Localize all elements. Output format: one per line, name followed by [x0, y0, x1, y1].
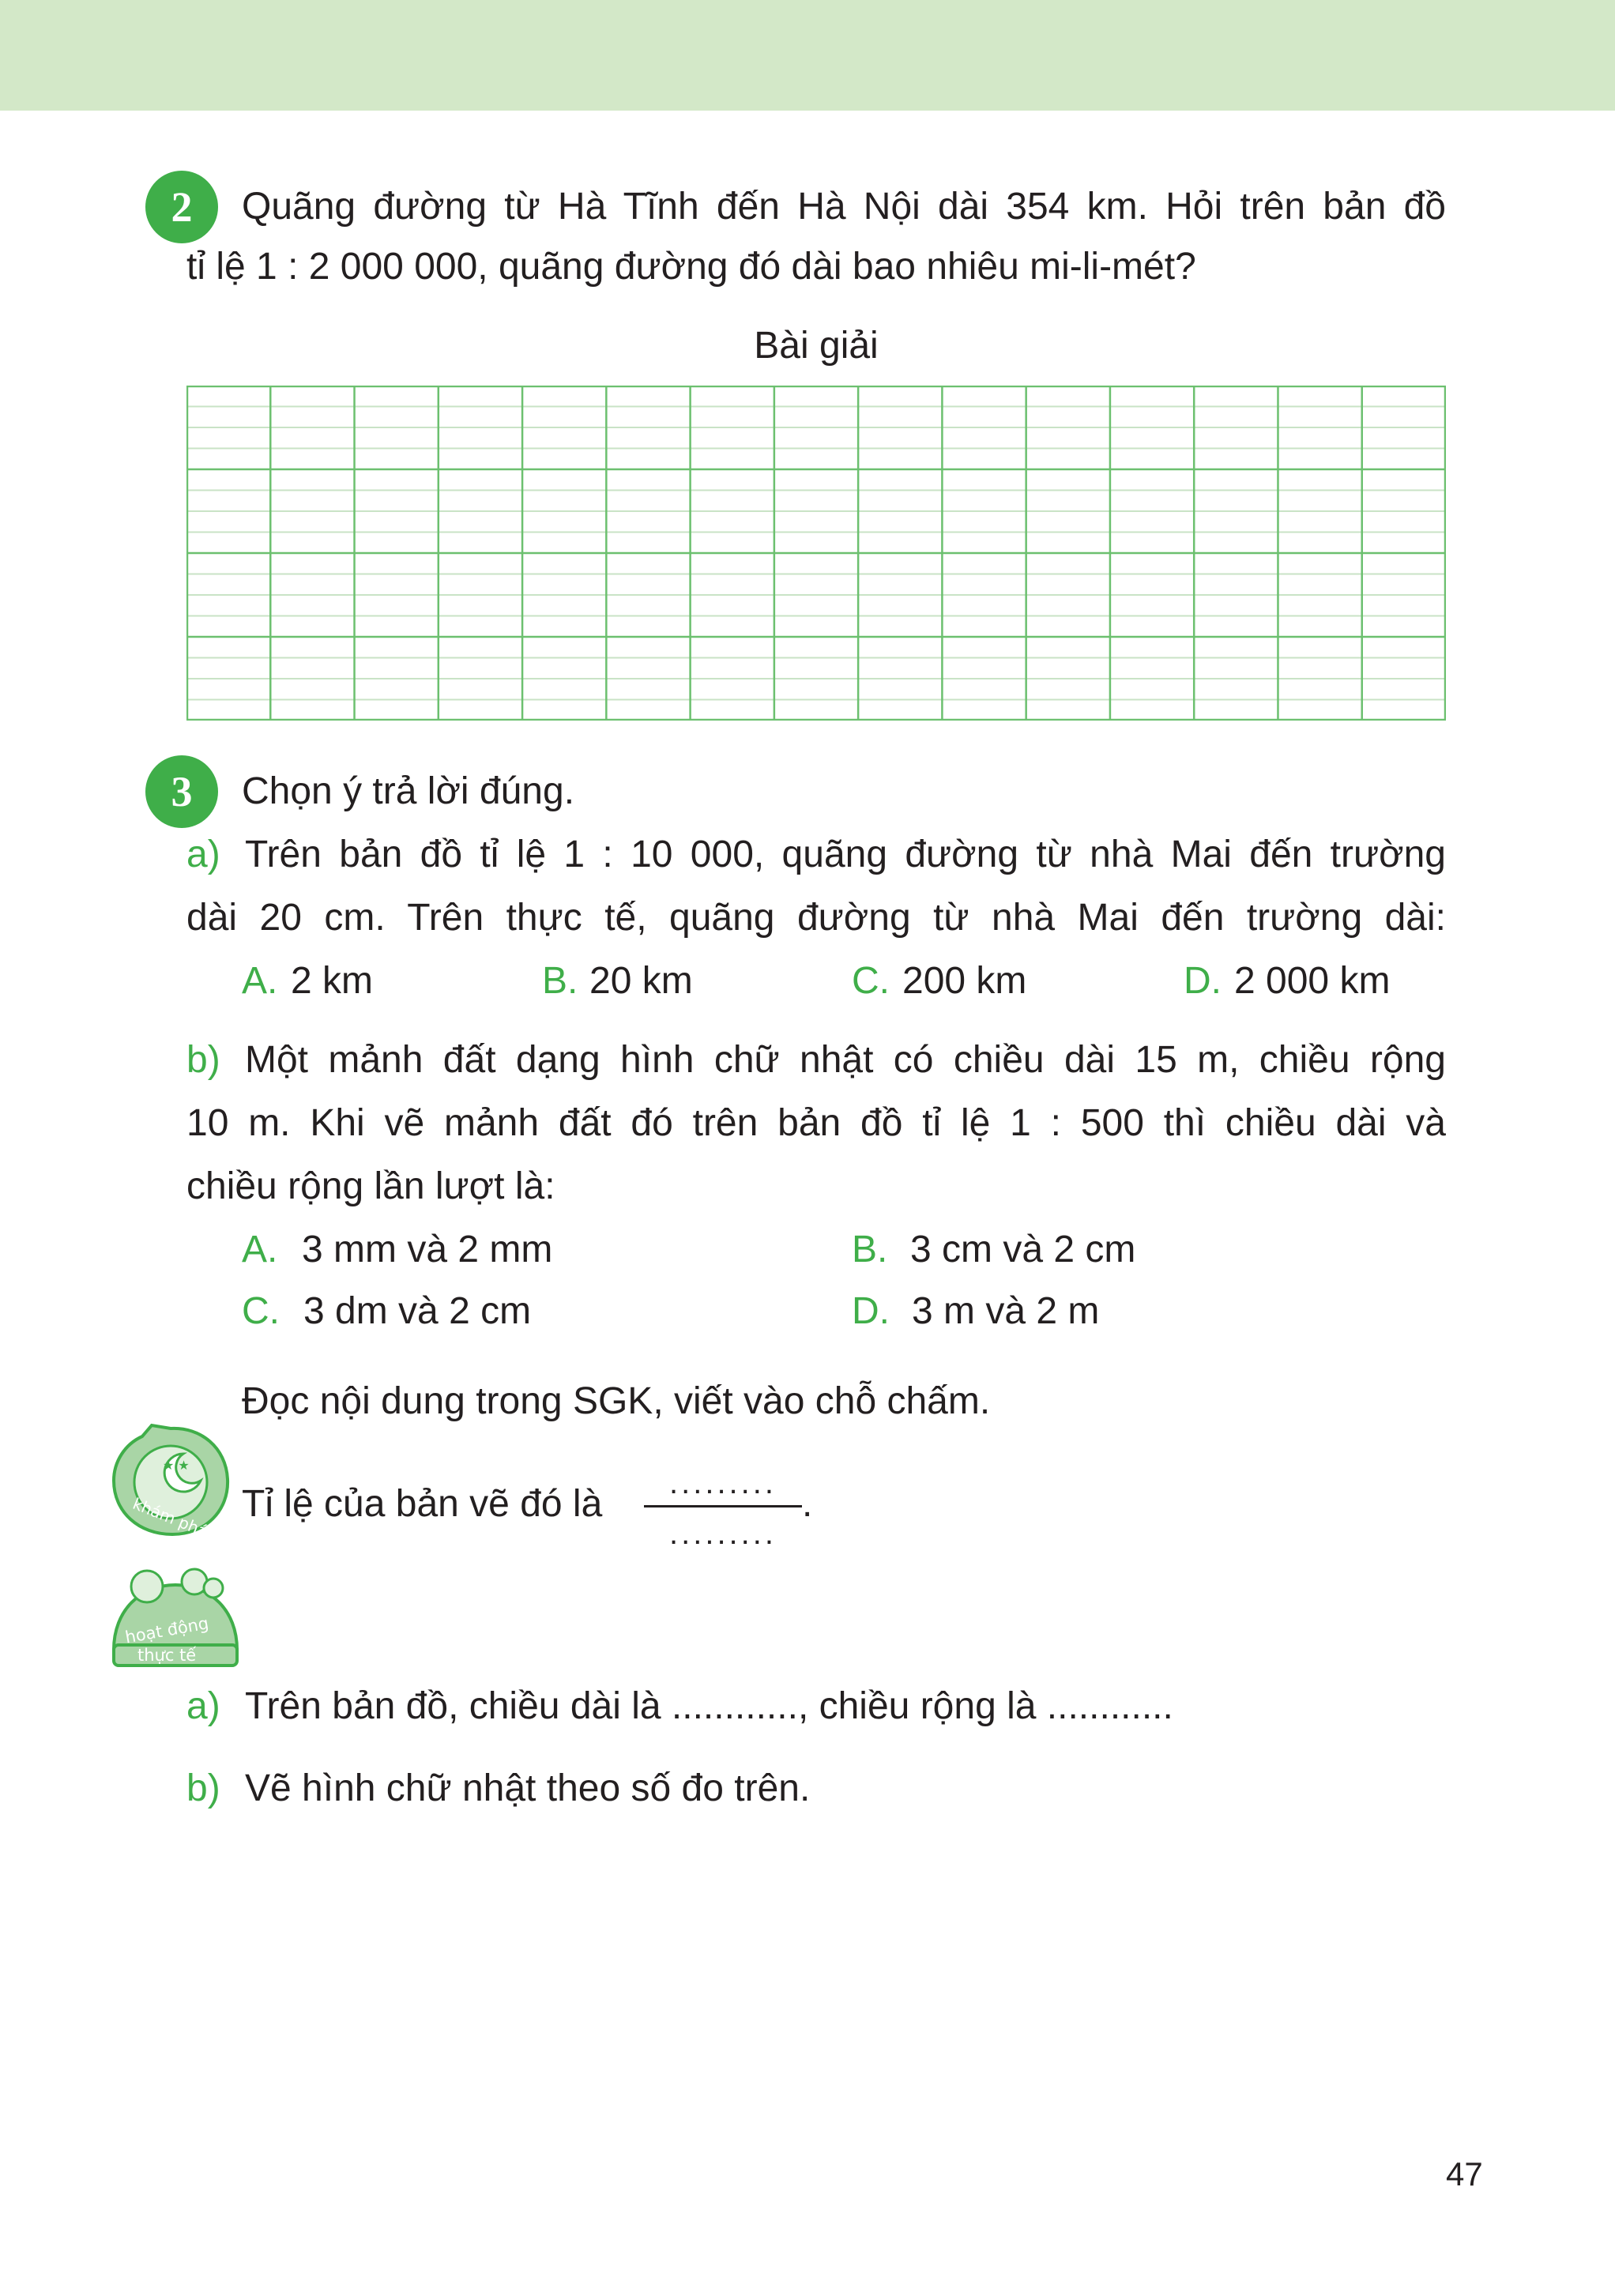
- practice-a-letter: a): [186, 1685, 220, 1727]
- option-text: 3 m và 2 m: [912, 1290, 1100, 1332]
- part-a-letter: a): [186, 834, 220, 875]
- option-text: 20 km: [589, 960, 693, 1002]
- practice-a-text[interactable]: Trên bản đồ, chiều dài là ............, …: [245, 1685, 1173, 1727]
- ratio-fraction[interactable]: ......... .........: [644, 1466, 802, 1553]
- ratio-period: .: [802, 1483, 813, 1525]
- option-text: 200 km: [902, 960, 1027, 1002]
- hoat-dong-thuc-te-icon: hoạt động thực tế: [111, 1568, 239, 1667]
- exercise-2-line-2: tỉ lệ 1 : 2 000 000, quãng đường đó dài …: [186, 246, 1196, 288]
- option-text: 3 mm và 2 mm: [302, 1229, 553, 1270]
- thuc-te-label: thực tế: [137, 1646, 196, 1665]
- fraction-bar: [644, 1505, 802, 1507]
- part-b-letter: b): [186, 1039, 220, 1081]
- solution-heading: Bài giải: [754, 325, 879, 367]
- part-b-line-2: 10 m. Khi vẽ mảnh đất đó trên bản đồ tỉ …: [186, 1102, 1446, 1144]
- part-a-line-1: Trên bản đồ tỉ lệ 1 : 10 000, quãng đườn…: [245, 834, 1446, 875]
- exercise-2-badge: 2: [145, 171, 218, 243]
- header-band: [0, 0, 1615, 111]
- option-text: 3 dm và 2 cm: [303, 1290, 532, 1332]
- practice-b-text: Vẽ hình chữ nhật theo số đo trên.: [245, 1767, 811, 1809]
- page-number: 47: [1446, 2155, 1483, 2192]
- ratio-denominator-blank[interactable]: .........: [668, 1516, 777, 1551]
- option-letter: B.: [542, 960, 578, 1002]
- part-b-line-3: chiều rộng lần lượt là:: [186, 1165, 555, 1207]
- option-letter: A.: [242, 1229, 278, 1270]
- kham-pha-instruction: Đọc nội dung trong SGK, viết vào chỗ chấ…: [242, 1380, 991, 1422]
- option-letter: D.: [1184, 960, 1222, 1002]
- exercise-3-prompt: Chọn ý trả lời đúng.: [242, 770, 575, 812]
- option-letter: C.: [852, 960, 890, 1002]
- kham-pha-icon: ★ ★ khám phá: [111, 1423, 230, 1541]
- option-letter: D.: [852, 1290, 890, 1332]
- option-text: 2 km: [291, 960, 374, 1002]
- option-text: 2 000 km: [1234, 960, 1391, 1002]
- option-letter: C.: [242, 1290, 280, 1332]
- part-b-line-1: Một mảnh đất dạng hình chữ nhật có chiều…: [245, 1039, 1446, 1081]
- ratio-sentence: Tỉ lệ của bản vẽ đó là: [242, 1483, 603, 1525]
- option-text: 3 cm và 2 cm: [910, 1229, 1136, 1270]
- ratio-numerator-blank[interactable]: .........: [668, 1466, 777, 1500]
- svg-text:★ ★: ★ ★: [163, 1458, 190, 1473]
- option-letter: A.: [242, 960, 278, 1002]
- exercise-2-line-1: Quãng đường từ Hà Tĩnh đến Hà Nội dài 35…: [242, 186, 1446, 228]
- practice-b-letter: b): [186, 1767, 220, 1809]
- option-letter: B.: [852, 1229, 888, 1270]
- part-a-line-2: dài 20 cm. Trên thực tế, quãng đường từ …: [186, 897, 1446, 939]
- exercise-3-badge: 3: [145, 755, 218, 828]
- answer-grid[interactable]: [186, 386, 1446, 721]
